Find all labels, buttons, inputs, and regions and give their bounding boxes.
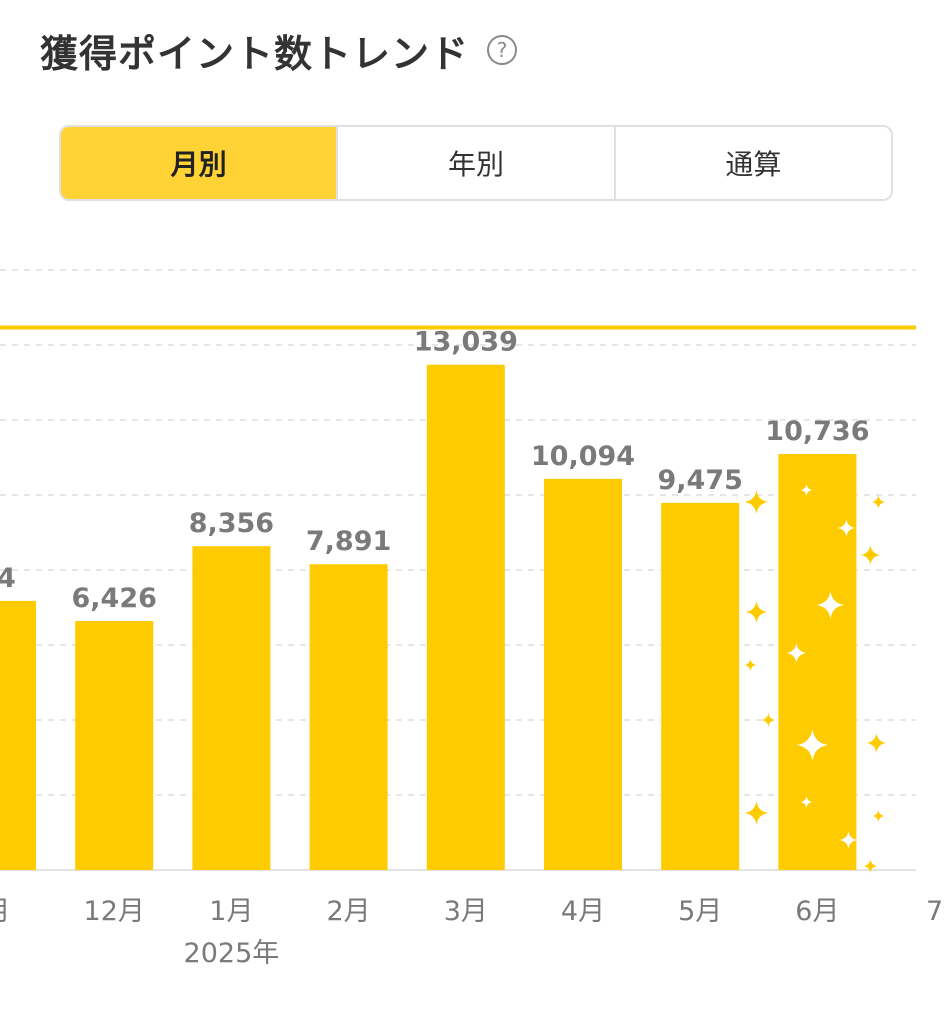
value-label: 10,094 (531, 441, 635, 472)
sparkle-icon (761, 713, 776, 727)
question-circle-icon[interactable]: ? (487, 35, 518, 65)
sparkle-icon (863, 859, 878, 873)
value-label: 9,475 (657, 465, 742, 496)
sparkle-icon (839, 831, 858, 849)
sparkle-icon (800, 484, 813, 496)
period-tabs: 月別 年別 通算 (59, 125, 893, 201)
bar-11月[interactable] (0, 600, 36, 870)
sparkle-icon (871, 495, 886, 509)
x-tick-label: 4月 (561, 896, 605, 927)
bar-1月[interactable] (192, 546, 271, 870)
x-tick-label: 7 (926, 896, 943, 927)
x-tick-label: 6月 (795, 896, 839, 927)
bar-12月[interactable] (75, 620, 154, 870)
value-labels: 44 6,426 8,356 7,891 13,039 10,094 9,475 10,736 (0, 327, 870, 614)
sparkle-icon (800, 796, 813, 808)
tab-cumulative[interactable]: 通算 (613, 127, 891, 199)
sparkle-icon (796, 729, 829, 761)
sparkle-icon (744, 801, 769, 825)
sparkle-icon (786, 643, 807, 663)
value-label: 10,736 (765, 416, 869, 447)
sparkle-icon (745, 601, 768, 623)
sparkle-icon (744, 490, 769, 514)
sparkle-icon (744, 659, 757, 671)
tab-yearly[interactable]: 年別 (336, 127, 613, 199)
x-tick-label: 1月 (209, 896, 253, 927)
bar-3月[interactable] (426, 364, 505, 870)
bar-2月[interactable] (309, 564, 388, 870)
x-tick-label: 月 (0, 896, 11, 927)
sparkle-icon (872, 810, 885, 822)
sparkle-icon (860, 545, 881, 565)
sparkle-icon (816, 591, 845, 619)
value-label: 44 (0, 563, 16, 594)
x-tick-label: 12月 (84, 896, 145, 927)
x-tick-label: 3月 (444, 896, 488, 927)
page-title: 獲得ポイント数トレンド (40, 31, 470, 76)
sparkle-icon (866, 733, 887, 753)
bar-5月[interactable] (661, 502, 740, 870)
value-label: 13,039 (414, 327, 518, 358)
x-tick-label: 2月 (327, 896, 371, 927)
value-label: 8,356 (189, 508, 274, 539)
points-bar-chart: 44 6,426 8,356 7,891 13,039 10,094 9,475 10,736… (0, 269, 943, 969)
year-label: 2025年 (184, 938, 280, 969)
bar-6月[interactable] (778, 453, 857, 870)
bar-4月[interactable] (544, 478, 622, 870)
tab-monthly[interactable]: 月別 (61, 127, 337, 199)
sparkle-icon (837, 519, 856, 537)
value-label: 7,891 (306, 526, 391, 557)
x-axis-ticks: 月 12月 1月 2025年 2月 3月 4月 5月 6月 7 (0, 896, 943, 969)
header: 獲得ポイント数トレンド ? (40, 22, 518, 78)
value-label: 6,426 (71, 583, 156, 614)
sparkle-decoration (744, 484, 887, 873)
bars (0, 364, 857, 870)
x-tick-label: 5月 (678, 896, 722, 927)
